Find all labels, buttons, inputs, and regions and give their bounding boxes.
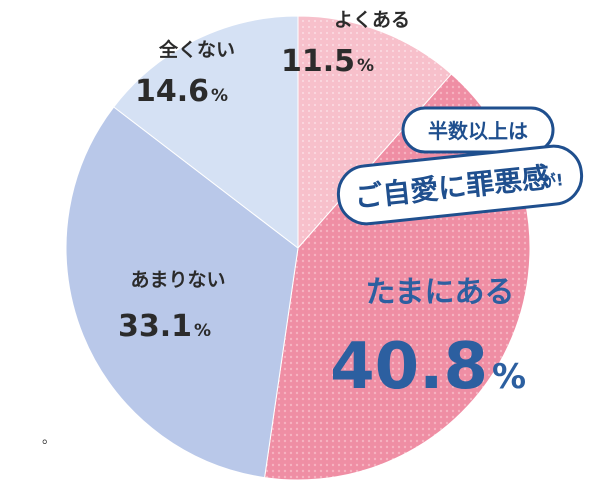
unit-yokuaru: %	[357, 56, 374, 76]
footnote-mark: 。	[42, 431, 56, 447]
value-tamaniaru: 40.8	[330, 330, 488, 404]
slice-amarinai	[65, 106, 299, 479]
label-yokuaru: よくある	[334, 9, 410, 31]
unit-mattakunai: %	[211, 86, 228, 106]
label-mattakunai: 全くない	[158, 38, 235, 61]
unit-tamaniaru: %	[492, 357, 526, 397]
callout-annotation: 半数以上は ご自愛に罪悪感 が!	[336, 106, 584, 226]
value-mattakunai: 14.6	[135, 74, 209, 109]
label-amarinai: あまりない	[130, 269, 225, 291]
slice-yokuaru	[297, 15, 453, 250]
slice-mattakunai	[113, 15, 299, 250]
value-yokuaru: 11.5	[281, 44, 355, 79]
pie-slices	[65, 15, 531, 481]
callout-line1: 半数以上は	[428, 119, 528, 143]
value-amarinai: 33.1	[118, 309, 192, 344]
callout-bubble-top	[401, 106, 555, 154]
callout-bubble-bottom	[336, 144, 584, 226]
unit-amarinai: %	[194, 321, 211, 341]
callout-line2-suffix: が!	[539, 170, 564, 191]
label-tamaniaru: たまにある	[365, 275, 514, 310]
